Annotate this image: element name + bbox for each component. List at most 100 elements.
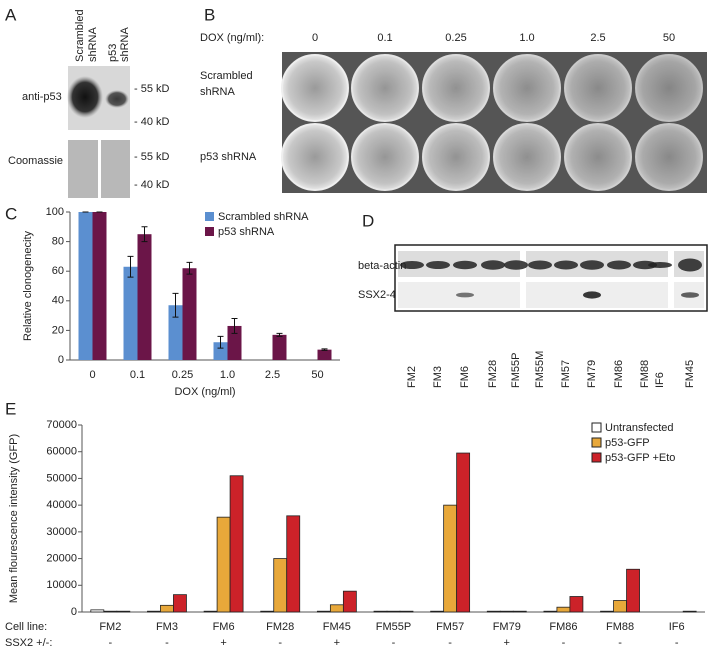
error-bar [321,348,328,351]
plate [351,123,419,191]
ssx2-label: - [448,637,452,649]
lane-label: FM55M [534,351,546,388]
y-axis-label: Mean flourescence intensity (GFP) [8,434,20,603]
bar [116,610,131,613]
x-tick-label: FM57 [436,621,464,633]
lane-label: FM86 [613,360,625,388]
row-label: anti-p53 [22,91,62,103]
y-tick-label: 60 [52,265,64,277]
lane-label: shRNA [119,26,131,62]
bar [203,610,218,613]
blot-band [554,260,578,270]
x-tick-label: FM55P [376,621,411,633]
bar [260,610,275,613]
bar [512,610,527,613]
bar [600,610,614,613]
plate [422,54,490,122]
bar [182,268,197,360]
y-tick-label: 100 [46,206,64,218]
plate [564,123,632,191]
panel-letter: E [5,399,16,418]
ssx2-label: - [562,637,566,649]
ssx2-label: - [165,637,169,649]
blot-band [504,260,528,270]
error-bar [276,332,283,337]
error-bar [141,226,148,243]
marker-label: - 55 kD [134,83,170,95]
bar [456,452,471,613]
x-tick-label: IF6 [669,621,685,633]
lane-label: FM2 [406,366,418,388]
lane-label: p53 [107,44,119,62]
error-bar [231,318,238,334]
error-bar [127,255,134,278]
panel-letter: A [5,5,17,24]
plate [493,123,561,191]
y-tick-label: 40 [52,295,64,307]
bar [317,349,332,360]
legend-swatch [591,437,602,448]
blot-frame [394,244,708,312]
bar [386,610,401,613]
bar [342,590,357,613]
plate [493,54,561,122]
y-tick-label: 0 [71,606,77,618]
blot-band [456,292,474,298]
plate-tray [282,52,707,193]
dose-label: 50 [663,32,675,44]
x-axis-label: DOX (ng/ml) [174,386,235,398]
blot-gap [98,140,101,198]
y-tick-label: 60000 [46,446,77,458]
x-tick-label: 0.25 [172,369,193,381]
bar [213,342,228,360]
x-tick-label: FM28 [266,621,294,633]
bar [373,610,388,613]
blot-band [678,258,702,272]
y-tick-label: 20 [52,324,64,336]
y-tick-label: 40000 [46,499,77,511]
dose-label: 2.5 [590,32,605,44]
bar [286,515,301,613]
y-tick-label: 70000 [46,419,77,431]
error-bar [186,261,193,275]
lane-label: FM57 [560,360,572,388]
ssx2-label: - [392,637,396,649]
dose-label: DOX (ng/ml): [200,32,264,44]
y-tick-label: 50000 [46,472,77,484]
dose-label: 0.1 [377,32,392,44]
bar [173,594,187,613]
bar [160,604,174,613]
legend-swatch [591,422,602,433]
panel-letter: C [5,204,17,223]
x-tick-label: 2.5 [265,369,280,381]
x-tick-label: 0.1 [130,369,145,381]
bar [168,305,183,360]
bar [399,610,414,613]
blot-band [426,261,450,269]
blot-band [67,76,103,118]
y-axis-label: Relative clonogenecity [22,230,34,341]
marker-label: - 40 kD [134,179,170,191]
row-label: beta-actin [358,260,406,272]
x-tick-label: FM3 [156,621,178,633]
legend-label: p53-GFP [605,437,650,449]
y-tick-label: 20000 [46,552,77,564]
plate [281,54,349,122]
row-label: SSX2-4 [358,289,396,301]
error-bar [172,292,179,318]
lane-label: FM55P [510,353,522,388]
blot-band [633,260,657,270]
plate [635,54,703,122]
legend-label: p53 shRNA [218,226,275,238]
x-tick-label: 1.0 [220,369,235,381]
x-tick-label: 50 [311,369,323,381]
x-tick-label: FM2 [99,621,121,633]
blot-band [481,260,505,270]
bar [430,610,445,613]
x-tick-label: 0 [89,369,95,381]
x-tick-label: FM88 [606,621,634,633]
bar [123,266,138,360]
bar [543,610,558,613]
plate [281,123,349,191]
